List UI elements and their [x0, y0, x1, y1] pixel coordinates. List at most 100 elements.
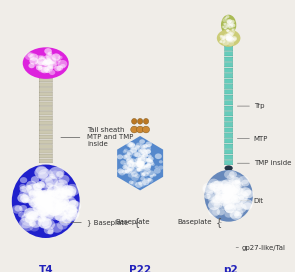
Ellipse shape	[140, 161, 145, 164]
Ellipse shape	[36, 194, 51, 206]
Ellipse shape	[134, 174, 140, 178]
Ellipse shape	[47, 207, 63, 220]
Ellipse shape	[40, 219, 49, 226]
Ellipse shape	[63, 205, 77, 217]
Ellipse shape	[35, 206, 49, 217]
Ellipse shape	[28, 63, 35, 68]
Ellipse shape	[123, 162, 131, 168]
Ellipse shape	[127, 168, 131, 172]
FancyBboxPatch shape	[39, 159, 52, 163]
Ellipse shape	[139, 152, 145, 157]
Ellipse shape	[46, 59, 53, 64]
Ellipse shape	[224, 184, 232, 190]
Ellipse shape	[222, 18, 227, 22]
Ellipse shape	[145, 163, 151, 168]
FancyBboxPatch shape	[39, 92, 52, 96]
Ellipse shape	[49, 190, 58, 198]
Ellipse shape	[229, 201, 238, 208]
Ellipse shape	[47, 206, 55, 213]
FancyBboxPatch shape	[224, 84, 233, 89]
Ellipse shape	[142, 179, 150, 185]
Ellipse shape	[48, 184, 58, 193]
Ellipse shape	[40, 196, 50, 205]
Ellipse shape	[126, 157, 133, 163]
Ellipse shape	[135, 168, 140, 172]
Ellipse shape	[36, 190, 51, 203]
Ellipse shape	[232, 177, 240, 184]
Ellipse shape	[43, 205, 57, 218]
Ellipse shape	[232, 180, 240, 187]
Ellipse shape	[53, 188, 60, 194]
Ellipse shape	[224, 205, 235, 213]
Ellipse shape	[147, 163, 151, 166]
Ellipse shape	[61, 208, 74, 218]
Ellipse shape	[223, 25, 228, 29]
Ellipse shape	[35, 61, 43, 68]
Ellipse shape	[58, 56, 63, 59]
Ellipse shape	[224, 192, 233, 199]
Ellipse shape	[232, 197, 238, 202]
Ellipse shape	[26, 211, 36, 219]
Ellipse shape	[44, 226, 54, 234]
Ellipse shape	[117, 168, 124, 174]
Ellipse shape	[19, 218, 32, 228]
Ellipse shape	[61, 190, 73, 199]
Ellipse shape	[40, 178, 54, 189]
FancyBboxPatch shape	[224, 73, 233, 78]
Ellipse shape	[139, 149, 145, 154]
Ellipse shape	[37, 203, 53, 215]
Ellipse shape	[147, 171, 155, 177]
Ellipse shape	[225, 26, 228, 28]
Ellipse shape	[137, 126, 144, 133]
Ellipse shape	[40, 203, 50, 212]
Ellipse shape	[204, 170, 253, 222]
Ellipse shape	[135, 161, 140, 165]
Ellipse shape	[221, 194, 229, 200]
Ellipse shape	[224, 211, 233, 218]
Ellipse shape	[35, 190, 48, 201]
Ellipse shape	[129, 144, 136, 150]
Ellipse shape	[21, 213, 36, 226]
Ellipse shape	[45, 203, 52, 208]
Ellipse shape	[32, 201, 47, 213]
Ellipse shape	[38, 218, 52, 229]
Ellipse shape	[222, 186, 230, 193]
Ellipse shape	[140, 162, 145, 166]
Ellipse shape	[132, 151, 139, 157]
Ellipse shape	[55, 202, 66, 211]
Ellipse shape	[222, 186, 232, 194]
Ellipse shape	[222, 26, 224, 28]
Ellipse shape	[230, 211, 239, 218]
Ellipse shape	[143, 160, 147, 163]
Ellipse shape	[137, 160, 142, 164]
Ellipse shape	[119, 170, 126, 175]
FancyBboxPatch shape	[224, 95, 233, 100]
Ellipse shape	[232, 28, 236, 32]
Ellipse shape	[27, 211, 38, 220]
FancyBboxPatch shape	[224, 117, 233, 122]
Ellipse shape	[47, 199, 60, 210]
Ellipse shape	[218, 184, 227, 191]
Ellipse shape	[43, 196, 53, 203]
Ellipse shape	[137, 168, 141, 171]
Ellipse shape	[224, 188, 231, 194]
Ellipse shape	[213, 184, 225, 194]
Ellipse shape	[204, 194, 211, 199]
Ellipse shape	[137, 163, 143, 168]
Ellipse shape	[35, 213, 46, 221]
Ellipse shape	[225, 196, 231, 200]
Ellipse shape	[48, 61, 57, 69]
Ellipse shape	[135, 152, 141, 157]
Ellipse shape	[49, 57, 57, 64]
Ellipse shape	[229, 23, 232, 25]
Ellipse shape	[128, 142, 135, 148]
Ellipse shape	[138, 149, 142, 153]
Ellipse shape	[154, 168, 161, 174]
Ellipse shape	[224, 192, 234, 201]
Ellipse shape	[223, 195, 232, 203]
Ellipse shape	[33, 183, 40, 189]
Ellipse shape	[45, 62, 53, 69]
Ellipse shape	[143, 119, 149, 124]
Ellipse shape	[20, 177, 27, 183]
Ellipse shape	[61, 185, 74, 195]
